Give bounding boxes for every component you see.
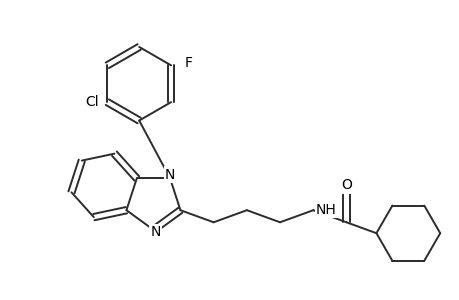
Text: Cl: Cl — [85, 95, 98, 109]
Text: F: F — [185, 56, 192, 70]
Text: N: N — [165, 167, 175, 182]
Text: O: O — [340, 178, 351, 193]
Text: N: N — [150, 225, 160, 239]
Text: NH: NH — [315, 203, 336, 217]
